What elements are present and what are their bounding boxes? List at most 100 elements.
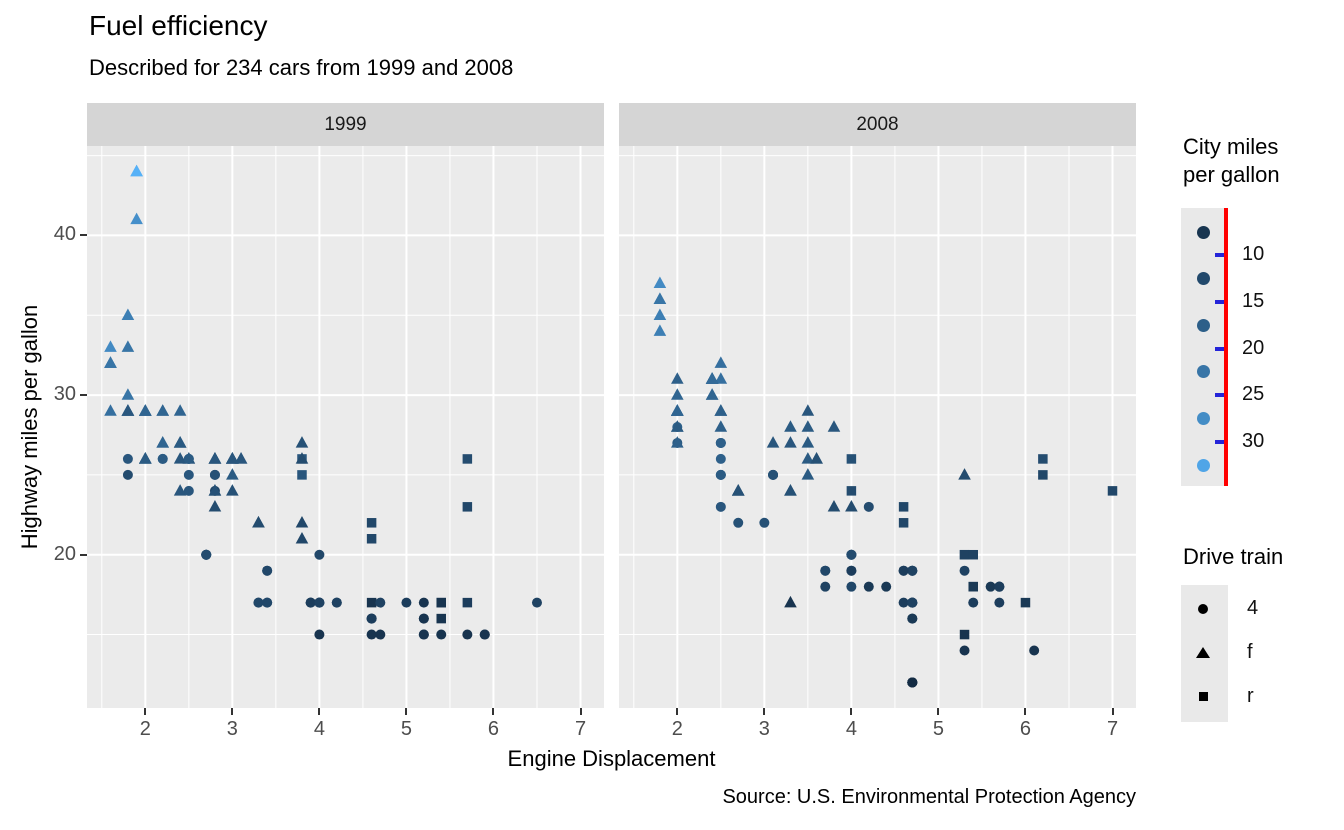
data-point: [733, 517, 744, 528]
shape-legend-label: r: [1247, 684, 1254, 707]
color-legend-label: 15: [1242, 289, 1265, 312]
data-point: [784, 436, 797, 448]
data-point: [907, 677, 918, 688]
x-axis-tick: [1111, 708, 1114, 715]
color-legend-key: [1196, 458, 1210, 472]
data-point: [226, 452, 239, 464]
data-point: [122, 469, 133, 480]
data-point: [766, 436, 780, 448]
facet-strip-1999: 1999: [87, 103, 604, 146]
color-legend-key: [1196, 272, 1210, 286]
data-point: [959, 565, 970, 576]
data-point: [208, 484, 222, 496]
data-point: [462, 454, 473, 464]
data-point: [846, 486, 857, 496]
data-point: [295, 515, 309, 528]
y-axis-tick: [80, 234, 87, 237]
data-point: [784, 484, 797, 496]
color-legend-label: 25: [1242, 383, 1265, 406]
x-tick-label: 7: [1106, 718, 1119, 740]
x-tick-label: 4: [313, 718, 325, 740]
color-legend-key: [1196, 411, 1210, 425]
facet-strip-2008: 2008: [619, 103, 1136, 146]
square-icon: [1198, 692, 1208, 701]
data-point: [994, 597, 1005, 608]
data-point: [226, 468, 239, 480]
data-point: [898, 518, 909, 528]
x-axis-tick: [850, 708, 853, 715]
data-point: [671, 372, 684, 384]
data-point: [994, 581, 1005, 592]
x-tick-label: 2: [671, 718, 683, 740]
data-point: [173, 452, 187, 464]
data-point: [366, 613, 377, 624]
data-point: [784, 420, 797, 432]
data-point: [157, 453, 168, 464]
data-point: [209, 469, 220, 480]
data-point: [907, 613, 918, 624]
data-point: [898, 502, 909, 512]
color-legend-tick: [1215, 393, 1227, 398]
data-point: [104, 404, 117, 416]
data-point: [671, 388, 684, 400]
data-point: [314, 629, 325, 640]
scatter-points-2008: [619, 146, 1136, 708]
data-point: [1038, 470, 1048, 480]
data-point: [156, 404, 170, 416]
x-tick-label: 5: [400, 718, 412, 740]
x-axis-tick: [763, 708, 766, 715]
x-axis-title: Engine Displacement: [507, 746, 716, 771]
x-axis-tick: [676, 708, 679, 715]
x-axis-tick: [405, 708, 408, 715]
data-point: [907, 565, 918, 576]
data-point: [234, 452, 248, 464]
scatter-points-1999: [87, 146, 604, 708]
data-point: [653, 292, 667, 304]
data-point: [714, 404, 728, 416]
data-point: [122, 453, 133, 464]
x-axis-tick: [579, 708, 582, 715]
data-point: [462, 502, 473, 512]
data-point: [714, 356, 728, 368]
data-point: [173, 484, 187, 496]
data-point: [801, 436, 815, 448]
shape-legend-label: 4: [1247, 596, 1259, 619]
data-point: [705, 388, 719, 400]
data-point: [173, 404, 187, 416]
data-point: [418, 629, 429, 640]
x-axis-tick: [144, 708, 147, 715]
data-point: [1029, 645, 1040, 656]
data-point: [715, 501, 726, 512]
y-tick-label: 30: [53, 383, 76, 406]
x-tick-label: 3: [758, 718, 770, 740]
color-legend-label: 20: [1242, 336, 1265, 359]
data-point: [331, 597, 342, 608]
data-point: [121, 388, 135, 400]
color-legend-key: [1196, 365, 1210, 379]
data-point: [121, 308, 135, 320]
data-point: [863, 581, 874, 592]
data-point: [462, 597, 473, 608]
data-point: [121, 404, 135, 416]
data-point: [907, 597, 918, 608]
data-point: [366, 597, 377, 608]
color-legend-label: 10: [1242, 243, 1265, 266]
data-point: [715, 437, 726, 448]
data-point: [262, 597, 273, 608]
data-point: [366, 518, 377, 528]
data-point: [820, 581, 831, 592]
x-tick-label: 4: [845, 718, 857, 740]
data-point: [1020, 597, 1031, 608]
data-point: [479, 629, 490, 640]
data-point: [881, 581, 892, 592]
data-point: [295, 531, 309, 544]
x-tick-label: 3: [226, 718, 238, 740]
data-point: [959, 549, 970, 560]
circle-icon: [1198, 603, 1208, 614]
data-point: [297, 470, 307, 480]
data-point: [104, 340, 117, 352]
data-point: [130, 212, 143, 225]
triangle-icon: [1196, 647, 1210, 658]
x-axis-tick: [937, 708, 940, 715]
